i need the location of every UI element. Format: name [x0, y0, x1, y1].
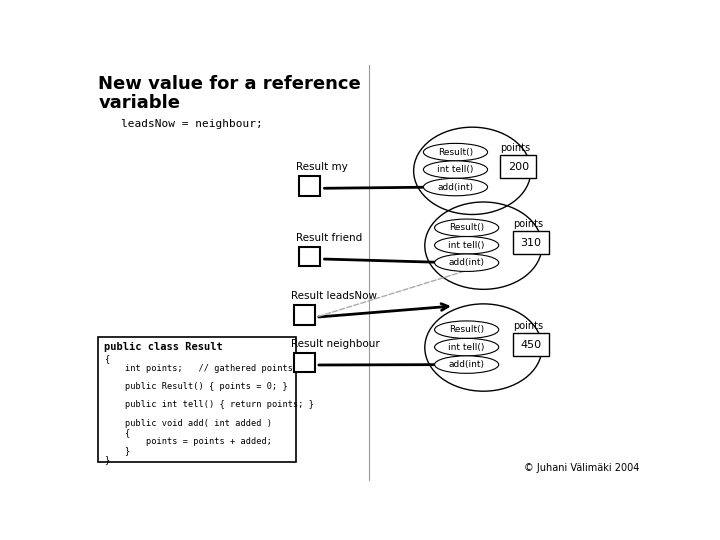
Text: points: points — [513, 219, 543, 228]
Text: public Result() { points = 0; }: public Result() { points = 0; } — [104, 382, 288, 391]
Text: public void add( int added ): public void add( int added ) — [104, 418, 272, 428]
Text: add(int): add(int) — [449, 258, 485, 267]
Text: Result leadsNow: Result leadsNow — [291, 292, 377, 301]
Bar — [513, 231, 549, 254]
Bar — [513, 333, 549, 356]
Text: points: points — [500, 143, 530, 153]
Text: public class Result: public class Result — [104, 342, 222, 352]
Text: Result friend: Result friend — [297, 233, 363, 243]
Text: Result(): Result() — [449, 224, 485, 232]
Text: {: { — [104, 355, 109, 363]
Bar — [500, 155, 536, 178]
Text: }: } — [104, 455, 109, 464]
Text: public int tell() { return points; }: public int tell() { return points; } — [104, 400, 314, 409]
Ellipse shape — [435, 237, 499, 254]
Text: int tell(): int tell() — [449, 241, 485, 250]
Bar — [300, 246, 320, 266]
Text: points: points — [513, 321, 543, 330]
Text: variable: variable — [99, 94, 181, 112]
Text: {: { — [104, 428, 130, 437]
Ellipse shape — [423, 161, 487, 178]
Text: add(int): add(int) — [449, 360, 485, 369]
Bar — [99, 337, 297, 462]
Text: leadsNow = neighbour;: leadsNow = neighbour; — [121, 119, 262, 129]
Text: New value for a reference: New value for a reference — [99, 75, 361, 93]
Text: }: } — [104, 446, 130, 455]
Text: points = points + added;: points = points + added; — [104, 437, 272, 446]
Text: Result(): Result() — [438, 147, 473, 157]
Ellipse shape — [423, 178, 487, 196]
Ellipse shape — [435, 254, 499, 272]
Text: © Juhani Välimäki 2004: © Juhani Välimäki 2004 — [524, 463, 639, 473]
Text: int points;   // gathered points: int points; // gathered points — [104, 364, 293, 373]
Bar — [300, 176, 320, 196]
Text: 200: 200 — [508, 161, 528, 172]
Text: Result my: Result my — [297, 163, 348, 172]
Text: Result(): Result() — [449, 325, 485, 334]
Text: 310: 310 — [521, 238, 541, 248]
Bar — [294, 305, 315, 325]
Ellipse shape — [435, 219, 499, 237]
Ellipse shape — [435, 321, 499, 339]
Text: int tell(): int tell() — [437, 165, 474, 174]
Bar — [294, 353, 315, 373]
Ellipse shape — [435, 356, 499, 373]
Ellipse shape — [423, 144, 487, 161]
Text: 450: 450 — [521, 340, 541, 349]
Ellipse shape — [435, 339, 499, 356]
Text: Result neighbour: Result neighbour — [291, 339, 379, 349]
Text: add(int): add(int) — [438, 183, 474, 192]
Text: int tell(): int tell() — [449, 342, 485, 352]
